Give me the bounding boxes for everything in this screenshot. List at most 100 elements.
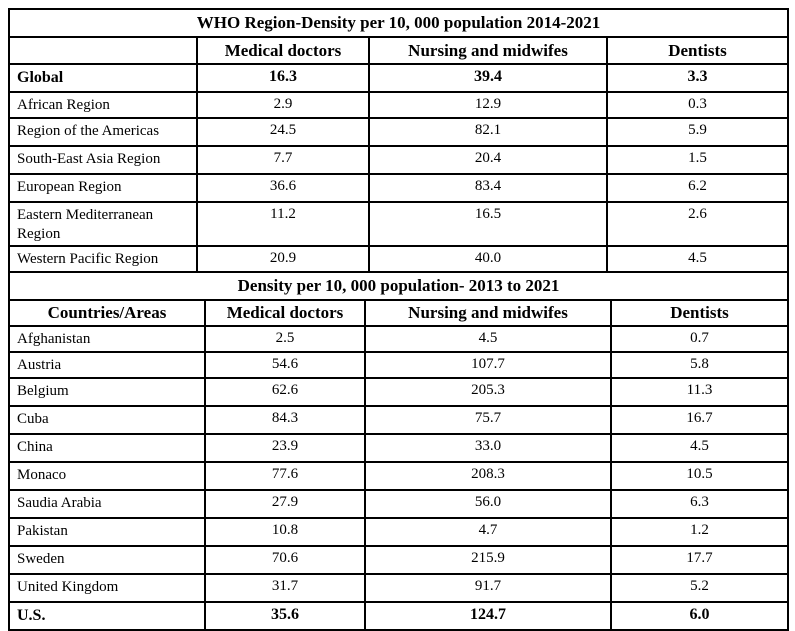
table-row: Cuba 84.3 75.7 16.7 — [8, 404, 790, 435]
row-label: European Region — [8, 172, 198, 203]
row-label: Afghanistan — [8, 325, 206, 353]
table-row: Eastern Mediterranean Region 11.2 16.5 2.6 — [8, 200, 790, 248]
value-cell: 17.7 — [609, 544, 790, 575]
table-row: Sweden 70.6 215.9 17.7 — [8, 544, 790, 575]
value-cell: 4.5 — [364, 325, 612, 353]
table-row: Belgium 62.6 205.3 11.3 — [8, 376, 790, 407]
table-row: Austria 54.6 107.7 5.8 — [8, 350, 790, 379]
empty-header-cell — [8, 36, 198, 65]
value-cell: 40.0 — [368, 245, 608, 273]
row-label: China — [8, 432, 206, 463]
value-cell: 1.2 — [609, 516, 790, 547]
row-label: South-East Asia Region — [8, 144, 198, 175]
value-cell: 56.0 — [364, 488, 612, 519]
value-cell: 0.3 — [605, 91, 790, 119]
row-label: Region of the Americas — [8, 116, 198, 147]
row-label: African Region — [8, 91, 198, 119]
row-label: U.S. — [8, 600, 206, 631]
value-cell: 1.5 — [605, 144, 790, 175]
value-cell: 6.2 — [605, 172, 790, 203]
value-cell: 2.6 — [605, 200, 790, 248]
column-header-row: Medical doctors Nursing and midwifes Denti… — [8, 36, 790, 65]
value-cell: 7.7 — [196, 144, 370, 175]
value-cell: 16.7 — [609, 404, 790, 435]
value-cell: 27.9 — [204, 488, 366, 519]
value-cell: 4.5 — [605, 245, 790, 273]
table-row: Monaco 77.6 208.3 10.5 — [8, 460, 790, 491]
value-cell: 215.9 — [364, 544, 612, 575]
value-cell: 5.2 — [609, 572, 790, 603]
value-cell: 20.9 — [196, 245, 370, 273]
row-label: Western Pacific Region — [8, 245, 198, 273]
value-cell: 70.6 — [204, 544, 366, 575]
table-row: European Region 36.6 83.4 6.2 — [8, 172, 790, 203]
table-row: Afghanistan 2.5 4.5 0.7 — [8, 325, 790, 353]
column-header: Dentists — [609, 299, 790, 327]
value-cell: 11.2 — [196, 200, 370, 248]
value-cell: 23.9 — [204, 432, 366, 463]
row-label: Global — [8, 63, 198, 93]
value-cell: 2.9 — [196, 91, 370, 119]
value-cell: 16.3 — [196, 63, 370, 93]
value-cell: 10.5 — [609, 460, 790, 491]
column-header-row: Countries/Areas Medical doctors Nursing an… — [8, 299, 790, 327]
value-cell: 35.6 — [204, 600, 366, 631]
column-header: Nursing and midwifes — [368, 36, 608, 65]
row-label: Sweden — [8, 544, 206, 575]
row-label: Belgium — [8, 376, 206, 407]
value-cell: 36.6 — [196, 172, 370, 203]
value-cell: 4.7 — [364, 516, 612, 547]
value-cell: 124.7 — [364, 600, 612, 631]
value-cell: 5.9 — [605, 116, 790, 147]
column-header: Dentists — [605, 36, 790, 65]
row-label: Cuba — [8, 404, 206, 435]
value-cell: 54.6 — [204, 350, 366, 379]
table-row: United Kingdom 31.7 91.7 5.2 — [8, 572, 790, 603]
value-cell: 24.5 — [196, 116, 370, 147]
row-label: Pakistan — [8, 516, 206, 547]
who-region-density-table: WHO Region-Density per 10, 000 populatio… — [7, 8, 790, 273]
who-region-table-title: WHO Region-Density per 10, 000 populatio… — [7, 8, 790, 38]
value-cell: 5.8 — [609, 350, 790, 379]
table-row: Region of the Americas 24.5 82.1 5.9 — [8, 116, 790, 147]
table-row: Global 16.3 39.4 3.3 — [8, 63, 790, 93]
table-row: Western Pacific Region 20.9 40.0 4.5 — [8, 245, 790, 273]
value-cell: 82.1 — [368, 116, 608, 147]
table-title-row: WHO Region-Density per 10, 000 populatio… — [7, 8, 790, 38]
column-header: Medical doctors — [204, 299, 366, 327]
value-cell: 2.5 — [204, 325, 366, 353]
value-cell: 208.3 — [364, 460, 612, 491]
table-row: African Region 2.9 12.9 0.3 — [8, 91, 790, 119]
value-cell: 16.5 — [368, 200, 608, 248]
value-cell: 107.7 — [364, 350, 612, 379]
table-row: Saudia Arabia 27.9 56.0 6.3 — [8, 488, 790, 519]
row-label: Austria — [8, 350, 206, 379]
value-cell: 91.7 — [364, 572, 612, 603]
value-cell: 0.7 — [609, 325, 790, 353]
countries-density-table: Density per 10, 000 population- 2013 to … — [7, 271, 790, 631]
value-cell: 20.4 — [368, 144, 608, 175]
value-cell: 11.3 — [609, 376, 790, 407]
countries-table-title: Density per 10, 000 population- 2013 to … — [7, 271, 790, 301]
value-cell: 205.3 — [364, 376, 612, 407]
value-cell: 33.0 — [364, 432, 612, 463]
table-row: U.S. 35.6 124.7 6.0 — [8, 600, 790, 631]
row-label: Saudia Arabia — [8, 488, 206, 519]
table-row: Pakistan 10.8 4.7 1.2 — [8, 516, 790, 547]
value-cell: 39.4 — [368, 63, 608, 93]
column-header: Nursing and midwifes — [364, 299, 612, 327]
table-row: South-East Asia Region 7.7 20.4 1.5 — [8, 144, 790, 175]
column-header: Medical doctors — [196, 36, 370, 65]
value-cell: 77.6 — [204, 460, 366, 491]
table-row: China 23.9 33.0 4.5 — [8, 432, 790, 463]
column-header: Countries/Areas — [8, 299, 206, 327]
value-cell: 4.5 — [609, 432, 790, 463]
value-cell: 83.4 — [368, 172, 608, 203]
value-cell: 10.8 — [204, 516, 366, 547]
table-title-row: Density per 10, 000 population- 2013 to … — [7, 271, 790, 301]
value-cell: 84.3 — [204, 404, 366, 435]
row-label: Monaco — [8, 460, 206, 491]
row-label: United Kingdom — [8, 572, 206, 603]
value-cell: 6.3 — [609, 488, 790, 519]
